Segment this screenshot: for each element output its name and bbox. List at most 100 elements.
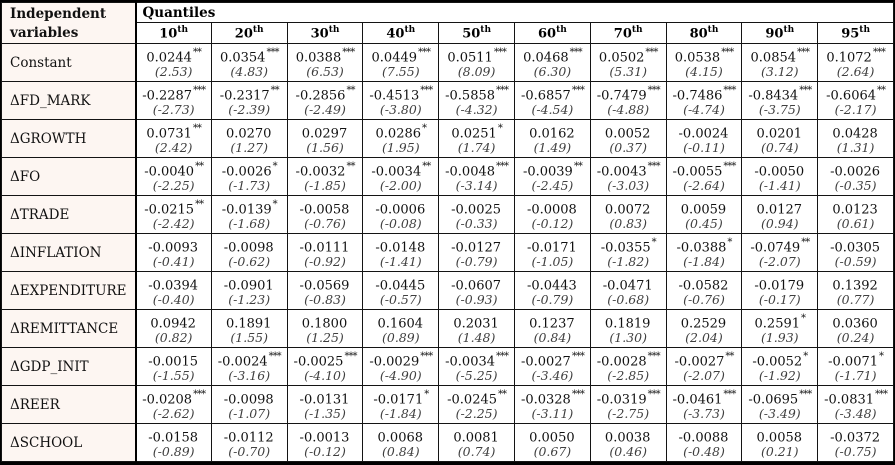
significance-stars: ** xyxy=(346,85,355,96)
significance-stars: *** xyxy=(266,47,279,58)
coefficient-value: 0.0731** xyxy=(146,123,202,142)
t-statistic: (-2.64) xyxy=(683,178,725,193)
coefficient-value: -0.0028*** xyxy=(596,351,661,370)
table-cell: -0.8434*** (-3.75) xyxy=(741,81,819,120)
coefficient-value: 0.0038 xyxy=(604,430,651,446)
t-statistic: (-1.55) xyxy=(152,368,195,383)
table-cell: -0.0901 (-1.23) xyxy=(210,271,288,310)
table-cell: -0.2287*** (-2.73) xyxy=(135,81,212,120)
significance-stars: *** xyxy=(496,85,509,96)
coefficient-value: -0.0025 xyxy=(451,202,502,218)
table-cell: 0.0081 (0.74) xyxy=(438,423,515,462)
significance-stars: *** xyxy=(344,351,357,362)
table-cell: -0.7479*** (-4.88) xyxy=(589,81,667,120)
table-cell: -0.0215** (-2.42) xyxy=(135,195,212,234)
table-cell: 0.0059 (0.45) xyxy=(665,195,743,234)
t-statistic: (-2.17) xyxy=(834,102,877,117)
coefficient-value: -0.0098 xyxy=(223,392,274,408)
t-statistic: (-4.10) xyxy=(304,368,346,383)
t-statistic: (0.67) xyxy=(533,444,572,459)
table-cell: -0.0027*** (-3.46) xyxy=(513,347,591,386)
table-cell: -0.0171* (-1.84) xyxy=(362,385,440,424)
table-cell: -0.0025 (-0.33) xyxy=(438,195,515,234)
t-statistic: (-0.92) xyxy=(304,254,346,269)
coefficient-value: 0.0162 xyxy=(529,126,575,142)
coefficient-value: 0.1891 xyxy=(225,316,272,332)
t-statistic: (-4.88) xyxy=(607,102,650,117)
t-statistic: (-0.40) xyxy=(152,292,195,307)
table-cell: 0.0449*** (7.55) xyxy=(362,43,440,82)
t-statistic: (1.93) xyxy=(760,330,799,345)
coefficient-value: -0.0025*** xyxy=(293,351,358,370)
coefficient-value: 0.0058 xyxy=(756,430,803,446)
significance-stars: *** xyxy=(723,161,736,172)
significance-stars: *** xyxy=(723,389,736,400)
row-label: ΔGDP_INIT xyxy=(1,347,137,386)
table-cell: -0.0461*** (-3.73) xyxy=(665,385,743,424)
table-cell: -0.0088 (-0.48) xyxy=(665,423,743,462)
significance-stars: *** xyxy=(647,351,661,362)
table-cell: -0.0026 (-0.35) xyxy=(817,157,894,196)
t-statistic: (-2.45) xyxy=(531,178,574,193)
coefficient-value: 0.0068 xyxy=(377,430,424,446)
coefficient-value: -0.2287*** xyxy=(142,85,206,104)
table-cell: -0.0695*** (-3.49) xyxy=(741,385,819,424)
significance-stars: *** xyxy=(268,351,282,362)
coefficient-value: 0.0127 xyxy=(756,202,803,218)
table-row: ΔREMITTANCE 0.0942 (0.82) 0.1891 (1.55) … xyxy=(1,309,894,348)
table-cell: -0.5858*** (-4.32) xyxy=(438,81,515,120)
coefficient-value: -0.0305 xyxy=(830,240,881,256)
table-cell: 0.0251* (1.74) xyxy=(438,119,515,158)
t-statistic: (-0.33) xyxy=(455,216,498,231)
table-cell: -0.0582 (-0.76) xyxy=(665,271,743,310)
significance-stars: ** xyxy=(498,389,507,400)
coefficient-value: 0.0201 xyxy=(756,126,803,142)
t-statistic: (-1.82) xyxy=(607,254,650,269)
t-statistic: (-0.48) xyxy=(683,444,725,459)
t-statistic: (4.83) xyxy=(230,64,268,79)
significance-stars: *** xyxy=(645,47,658,58)
coefficient-value: -0.7479*** xyxy=(596,85,661,104)
table-cell: 0.2031 (1.48) xyxy=(438,309,515,348)
table-cell: -0.0112 (-0.70) xyxy=(210,423,288,462)
t-statistic: (0.46) xyxy=(609,444,647,459)
significance-stars: * xyxy=(803,351,808,362)
table-row: ΔTRADE -0.0215** (-2.42) -0.0139* (-1.68… xyxy=(1,195,894,234)
t-statistic: (0.61) xyxy=(836,216,875,231)
table-cell: -0.0388* (-1.84) xyxy=(665,233,743,272)
coefficient-value: -0.0034** xyxy=(371,161,431,180)
t-statistic: (0.24) xyxy=(836,330,875,345)
t-statistic: (1.49) xyxy=(533,140,572,155)
t-statistic: (-2.42) xyxy=(152,216,195,231)
t-statistic: (-3.03) xyxy=(607,178,650,193)
coefficient-value: -0.0029*** xyxy=(369,351,433,370)
coefficient-value: -0.0048*** xyxy=(445,161,509,180)
t-statistic: (-4.90) xyxy=(379,368,422,383)
coefficient-value: -0.0071* xyxy=(828,351,884,370)
t-statistic: (1.30) xyxy=(609,330,647,345)
quantile-column-header: 50th xyxy=(438,22,515,44)
independent-variables-header: Independent variables xyxy=(1,2,137,44)
coefficient-value: -0.0607 xyxy=(451,278,502,294)
table-cell: -0.0034** (-2.00) xyxy=(362,157,440,196)
t-statistic: (-1.07) xyxy=(228,406,271,421)
significance-stars: * xyxy=(272,161,278,172)
significance-stars: * xyxy=(879,351,884,362)
table-cell: 0.0162 (1.49) xyxy=(513,119,591,158)
significance-stars: ** xyxy=(195,161,204,172)
coefficient-value: -0.0006 xyxy=(375,202,426,218)
significance-stars: * xyxy=(272,199,278,210)
t-statistic: (-2.00) xyxy=(379,178,422,193)
table-cell: 0.0068 (0.84) xyxy=(362,423,440,462)
coefficient-value: -0.0027*** xyxy=(520,351,585,370)
t-statistic: (-4.32) xyxy=(455,102,498,117)
header-line-1: Independent xyxy=(10,5,107,22)
coefficient-value: -0.0831*** xyxy=(824,389,888,408)
coefficient-value: -0.0050 xyxy=(754,164,805,180)
significance-stars: *** xyxy=(571,389,585,400)
table-cell: -0.0039** (-2.45) xyxy=(513,157,591,196)
table-cell: -0.0098 (-1.07) xyxy=(210,385,288,424)
coefficient-value: 0.0297 xyxy=(301,126,348,142)
table-cell: -0.0024*** (-3.16) xyxy=(210,347,288,386)
t-statistic: (0.84) xyxy=(533,330,572,345)
